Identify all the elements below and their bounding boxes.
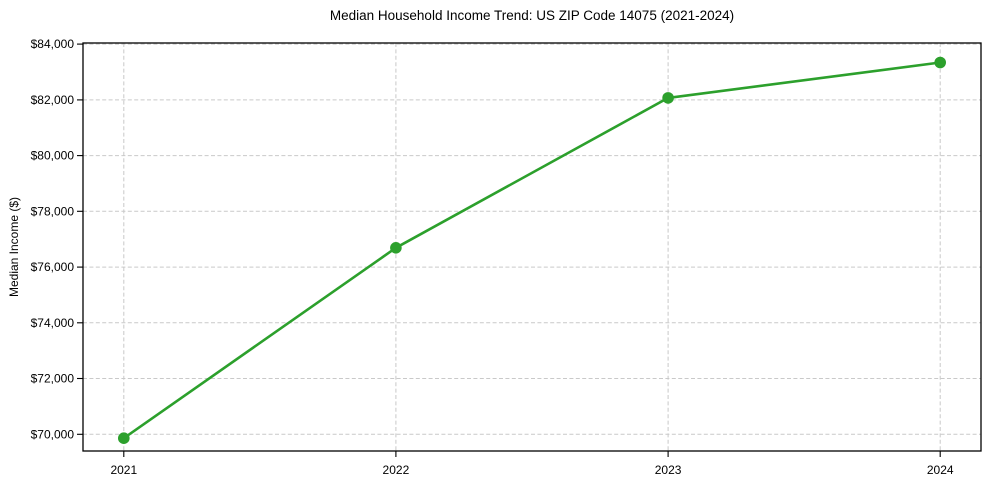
axis-ticks: [77, 43, 941, 457]
trend-line: [122, 61, 942, 440]
y-tick-labels: $70,000 $72,000 $74,000 $76,000 $78,000 $80,0…: [31, 37, 75, 441]
y-tick-label: $70,000: [31, 427, 75, 441]
x-tick-label: 2024: [927, 463, 954, 477]
data-point-2021: [118, 432, 130, 445]
y-tick-label: $72,000: [31, 371, 75, 385]
data-point-2024: [934, 56, 946, 69]
chart-title: Median Household Income Trend: US ZIP Co…: [329, 8, 735, 23]
gridlines: [83, 43, 981, 451]
x-tick-labels: 2021 2022 2023 2024: [110, 463, 953, 477]
plot-border: [82, 42, 982, 452]
x-tick-label: 2021: [110, 463, 137, 477]
y-tick-label: $78,000: [31, 204, 75, 218]
x-tick-label: 2023: [655, 463, 682, 477]
data-points: [118, 56, 946, 445]
y-tick-label: $76,000: [31, 260, 75, 274]
data-point-2023: [662, 92, 674, 104]
y-tick-label: $84,000: [31, 37, 75, 51]
y-tick-label: $80,000: [31, 149, 75, 163]
x-tick-label: 2022: [383, 463, 410, 477]
y-tick-label: $74,000: [31, 316, 75, 330]
data-point-2022: [390, 242, 402, 254]
y-tick-label: $82,000: [31, 93, 75, 107]
